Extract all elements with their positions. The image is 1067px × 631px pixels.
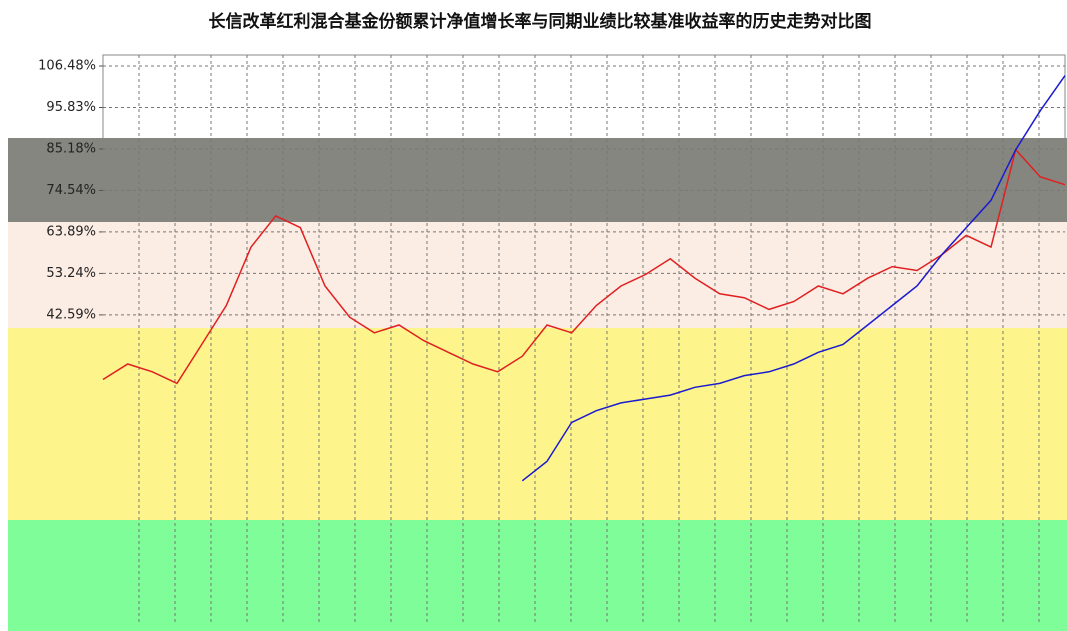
y-tick-label: 53.24% <box>46 266 96 281</box>
y-tick-label: 63.89% <box>46 224 96 239</box>
y-tick-label: 95.83% <box>46 100 96 115</box>
glitch-band <box>8 222 1067 328</box>
glitch-band <box>8 328 1067 520</box>
glitch-band <box>8 520 1067 631</box>
y-tick-label: 85.18% <box>46 141 96 156</box>
y-tick-label: 74.54% <box>46 183 96 198</box>
y-tick-label: 42.59% <box>46 307 96 322</box>
chart-title: 长信改革红利混合基金份额累计净值增长率与同期业绩比较基准收益率的历史走势对比图 <box>209 11 872 32</box>
glitch-band <box>8 138 1067 222</box>
chart: 长信改革红利混合基金份额累计净值增长率与同期业绩比较基准收益率的历史走势对比图 … <box>0 0 1067 631</box>
y-tick-label: 106.48% <box>38 58 96 73</box>
